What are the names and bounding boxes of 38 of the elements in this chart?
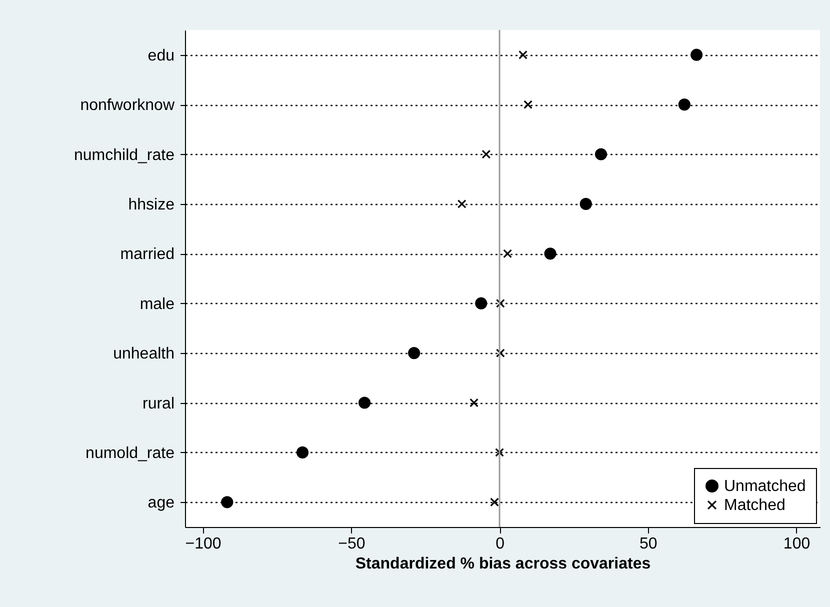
x-tick-label: 100 — [783, 536, 810, 552]
y-tick-label: married — [120, 246, 174, 264]
y-tick-label: age — [148, 494, 175, 512]
y-tick-label: nonfworknow — [80, 97, 175, 114]
point — [490, 498, 499, 507]
point — [496, 348, 505, 358]
legend-label: Matched — [724, 497, 786, 514]
point — [518, 50, 528, 60]
legend-label: Unmatched — [724, 478, 806, 495]
point — [594, 148, 608, 160]
x-tick-label: −100 — [185, 536, 222, 552]
y-tick-label: edu — [148, 47, 174, 64]
point — [221, 496, 234, 508]
y-tick-label: unhealth — [113, 346, 174, 363]
x-tick-label: 50 — [640, 536, 658, 552]
point — [496, 298, 505, 308]
y-tick-label: hhsize — [128, 196, 175, 214]
y-tick-label: rural — [142, 395, 174, 412]
x-tick-label: −50 — [338, 536, 366, 552]
point — [524, 100, 532, 110]
point — [296, 446, 309, 458]
x-axis-title: Standardized % bias across covariates — [355, 556, 651, 572]
point — [358, 396, 371, 409]
point — [475, 297, 488, 310]
point — [580, 198, 592, 210]
point — [690, 48, 703, 61]
point — [495, 448, 504, 457]
y-tick-label: numold_rate — [86, 444, 175, 462]
y-tick-label: male — [140, 296, 175, 313]
point — [482, 150, 491, 159]
point — [470, 398, 478, 408]
y-tick-label: numchild_rate — [74, 146, 175, 164]
point — [678, 98, 690, 111]
point — [544, 248, 556, 260]
point — [457, 199, 466, 208]
x-tick-label: 0 — [496, 536, 505, 552]
point — [408, 347, 420, 360]
point — [503, 249, 512, 258]
